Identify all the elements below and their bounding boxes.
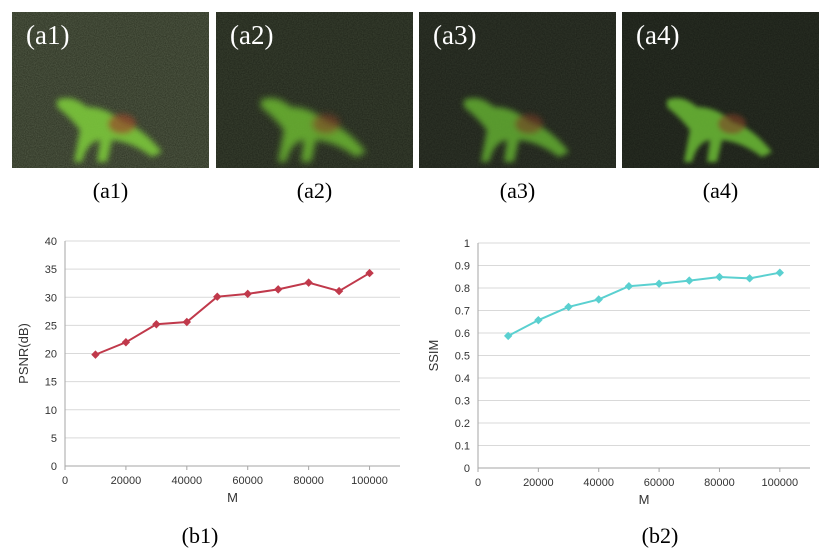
ssim-ytick-label: 0.5 — [455, 351, 470, 363]
ssim-data-point — [594, 295, 603, 304]
psnr-ylabel: PSNR(dB) — [16, 323, 31, 384]
ssim-ytick-label: 0.9 — [455, 261, 470, 273]
psnr-data-point — [243, 289, 252, 299]
psnr-ytick-label: 40 — [45, 236, 57, 248]
panel-tag: (a1) — [26, 20, 70, 50]
psnr-series-line — [95, 272, 371, 356]
caption-a3: (a3) — [499, 178, 536, 203]
ssim-chart-svg: 0 0.1 0.2 0.3 0.4 0.5 0.6 0.7 0.8 0.9 1 0 20000 40000… — [426, 238, 810, 507]
psnr-ytick-label: 5 — [51, 433, 57, 445]
ssim-data-point — [624, 282, 634, 291]
ssim-xtick-label: 20000 — [523, 477, 554, 489]
psnr-xtick-label: 60000 — [232, 475, 263, 487]
psnr-data-point — [365, 268, 374, 278]
ssim-ytick-label: 0.3 — [455, 396, 470, 408]
ssim-ytick-label: 0.6 — [455, 328, 470, 340]
ssim-data-point — [654, 279, 664, 288]
ssim-ytick-label: 0.1 — [455, 441, 470, 453]
reconstruction-image-a3: (a3) — [419, 12, 616, 168]
ssim-data-point — [775, 268, 785, 277]
psnr-xtick-label: 0 — [62, 475, 68, 487]
ssim-ytick-label: 0 — [464, 463, 470, 475]
ssim-data-point — [534, 315, 543, 325]
psnr-chart-svg: 0 5 10 15 20 25 30 35 40 0 20000 40000 60000 80000 100… — [16, 236, 400, 505]
psnr-xtick-label: 100000 — [351, 475, 388, 487]
ssim-series-line — [507, 271, 781, 337]
ssim-data-point — [503, 331, 513, 341]
ssim-xlabel: M — [639, 492, 650, 507]
psnr-ytick-label: 30 — [45, 292, 57, 304]
psnr-xtick-label: 20000 — [111, 475, 142, 487]
psnr-xtick-label: 80000 — [293, 475, 324, 487]
caption-a4: (a4) — [702, 178, 739, 203]
psnr-data-point — [273, 285, 283, 294]
psnr-ytick-label: 35 — [45, 264, 57, 276]
psnr-chart: 0 5 10 15 20 25 30 35 40 0 20000 40000 60000 80000 100… — [10, 228, 410, 528]
ssim-xtick-label: 60000 — [644, 477, 675, 489]
ssim-data-point — [685, 276, 694, 285]
psnr-ytick-label: 0 — [51, 461, 57, 473]
caption-b1: (b1) — [181, 523, 219, 548]
psnr-data-point — [91, 350, 100, 359]
ssim-xtick-label: 80000 — [704, 477, 735, 489]
ssim-data-point — [564, 302, 573, 312]
ssim-xtick-label: 40000 — [583, 477, 614, 489]
ssim-data-point — [715, 272, 724, 282]
psnr-data-point — [213, 292, 222, 301]
ssim-ytick-label: 1 — [464, 238, 470, 250]
panel-tag: (a2) — [230, 20, 274, 50]
ssim-xtick-label: 0 — [475, 477, 481, 489]
caption-b2: (b2) — [641, 523, 679, 548]
reconstruction-image-a2: (a2) — [216, 12, 413, 168]
ssim-data-point — [745, 274, 754, 283]
psnr-data-point — [304, 278, 313, 287]
caption-a1: (a1) — [92, 178, 129, 203]
psnr-data-point — [152, 320, 161, 329]
reconstruction-image-a1: (a1) — [12, 12, 209, 168]
reconstruction-image-a4: (a4) — [622, 12, 819, 168]
panel-tag: (a4) — [636, 20, 680, 50]
psnr-data-point — [334, 286, 344, 296]
ssim-ytick-label: 0.8 — [455, 283, 470, 295]
psnr-xtick-label: 40000 — [172, 475, 203, 487]
psnr-ytick-label: 25 — [45, 320, 57, 332]
psnr-ytick-label: 10 — [45, 405, 57, 417]
ssim-ylabel: SSIM — [426, 340, 441, 372]
caption-a2: (a2) — [296, 178, 333, 203]
psnr-ytick-label: 20 — [45, 349, 57, 361]
ssim-ytick-label: 0.7 — [455, 306, 470, 318]
psnr-ytick-label: 15 — [45, 377, 57, 389]
psnr-data-point — [121, 338, 131, 347]
psnr-data-point — [182, 317, 192, 327]
ssim-xtick-label: 100000 — [761, 477, 798, 489]
psnr-xlabel: M — [227, 490, 238, 505]
panel-tag: (a3) — [433, 20, 477, 50]
ssim-ytick-label: 0.2 — [455, 418, 470, 430]
ssim-chart: 0 0.1 0.2 0.3 0.4 0.5 0.6 0.7 0.8 0.9 1 0 20000 40000… — [420, 228, 820, 528]
ssim-ytick-label: 0.4 — [455, 373, 470, 385]
